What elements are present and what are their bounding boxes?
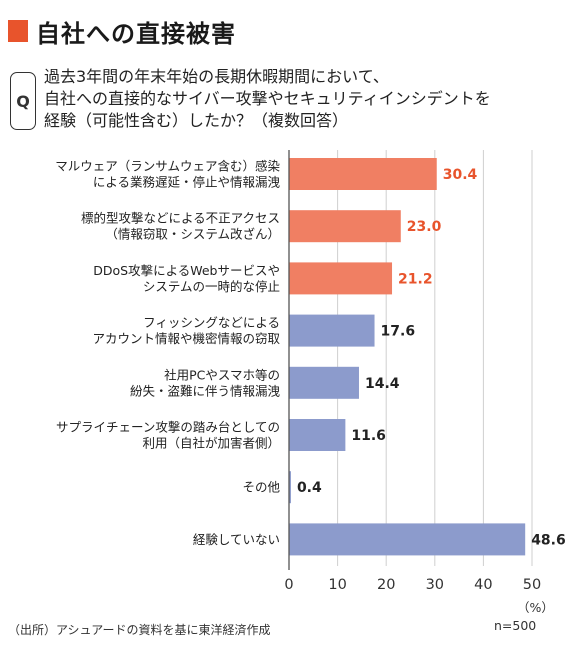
x-tick-label: 50 (523, 577, 541, 593)
category-label: サプライチェーン攻撃の踏み台としての (56, 420, 280, 435)
source-note: （出所）アシュアードの資料を基に東洋経済作成 (8, 623, 271, 637)
data-label: 30.4 (443, 167, 478, 183)
category-label: 経験していない (193, 532, 280, 547)
bar (289, 523, 526, 556)
x-tick-label: 20 (377, 577, 395, 593)
title-marker (8, 20, 28, 42)
sample-size: n=500 (494, 618, 537, 633)
category-label: による業務遅延・停止や情報漏洩 (93, 175, 281, 190)
category-label: システムの一時的な停止 (143, 279, 280, 294)
data-label: 0.4 (297, 480, 322, 496)
question-text: 過去3年間の年末年始の長期休暇期間において、 自社への直接的なサイバー攻撃やセキ… (44, 66, 564, 132)
x-tick-label: 0 (284, 577, 293, 593)
data-label: 21.2 (398, 271, 433, 287)
category-label: 紛失・盗難に伴う情報漏洩 (130, 383, 281, 398)
bar (289, 419, 346, 451)
title-row: 自社への直接被害 (8, 16, 236, 48)
bar (289, 314, 375, 347)
unit-label: （%） (517, 600, 554, 615)
data-label: 14.4 (365, 376, 400, 392)
question-badge: Q (10, 72, 36, 130)
question-line: 過去3年間の年末年始の長期休暇期間において、 (44, 67, 389, 86)
bar (289, 210, 401, 243)
question-line: 経験（可能性含む）したか？（複数回答） (44, 111, 349, 130)
category-label: マルウェア（ランサムウェア含む）感染 (55, 159, 280, 174)
bar (289, 366, 359, 399)
x-tick-label: 10 (328, 577, 346, 593)
bar (289, 158, 437, 190)
category-label: フィッシングなどによる (143, 315, 280, 330)
data-label: 23.0 (407, 219, 442, 235)
x-tick-label: 40 (474, 577, 492, 593)
chart-title: 自社への直接被害 (36, 19, 236, 48)
category-label: 利用（自社が加害者側） (142, 436, 280, 451)
question-line: 自社への直接的なサイバー攻撃やセキュリティインシデントを (44, 89, 491, 108)
bar (289, 262, 393, 295)
category-label: （情報窃取・システム改ざん） (105, 227, 280, 242)
category-label: DDoS攻撃によるWebサービスや (93, 263, 280, 278)
category-label: 社用PCやスマホ等の (164, 367, 280, 382)
data-label: 17.6 (381, 324, 416, 340)
category-label: その他 (242, 480, 280, 495)
category-label: アカウント情報や機密情報の窃取 (92, 331, 280, 346)
bar (289, 471, 291, 504)
data-label: 11.6 (351, 428, 386, 444)
x-tick-label: 30 (426, 577, 444, 593)
category-label: 標的型攻撃などによる不正アクセス (81, 211, 280, 226)
data-label: 48.6 (531, 532, 566, 548)
